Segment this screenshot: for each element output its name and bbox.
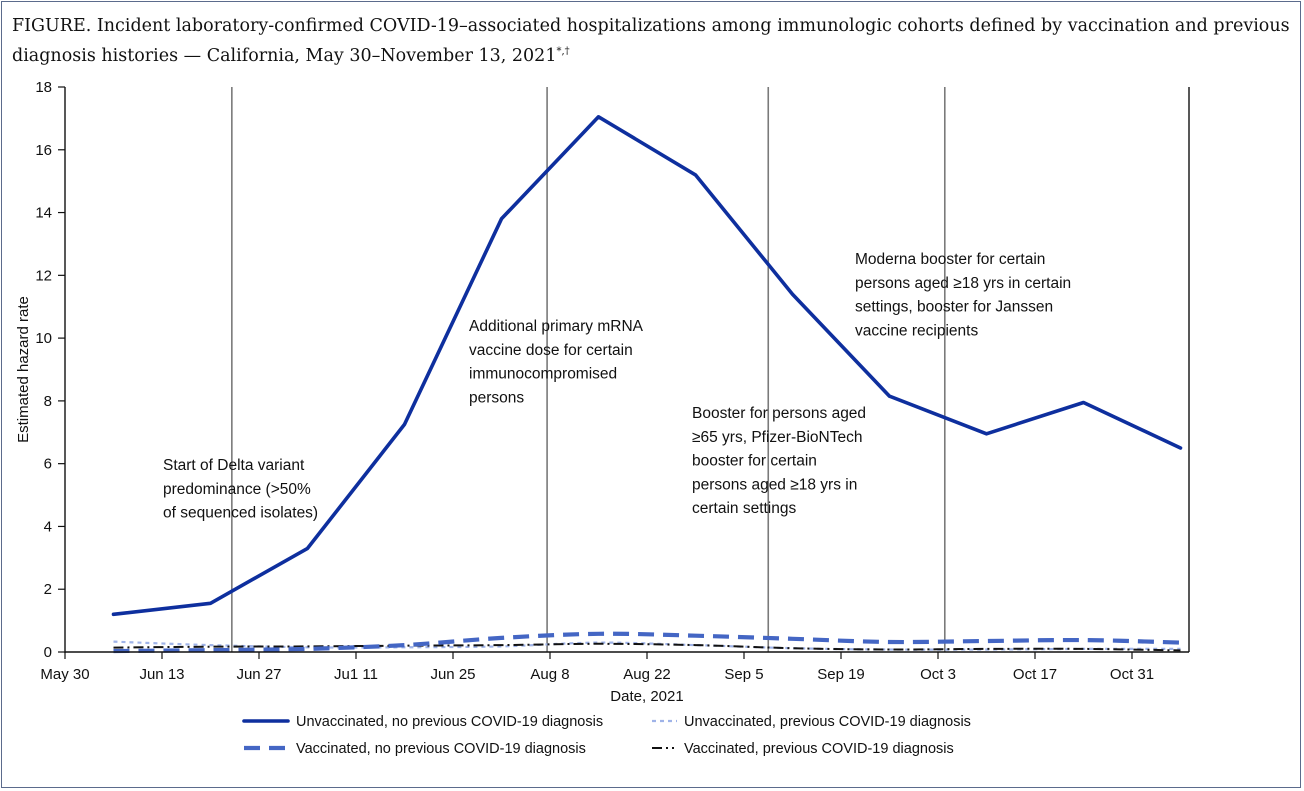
annotation-1-line: Start of Delta variant [163, 457, 305, 474]
y-tick-label: 4 [44, 518, 52, 535]
x-tick-label: Sep 5 [724, 666, 763, 683]
legend-label-4: Vaccinated, previous COVID-19 diagnosis [684, 741, 954, 757]
series-line-4 [113, 642, 1181, 652]
annotation-2-line: persons [469, 389, 524, 406]
reference-lines [231, 87, 946, 652]
annotation-2-line: immunocompromised [469, 366, 617, 383]
x-tick-label: Aug 22 [623, 666, 671, 683]
y-tick-label: 2 [44, 581, 52, 598]
y-tick-label: 12 [35, 267, 52, 284]
y-tick-label: 8 [44, 393, 52, 410]
figure-title-text: FIGURE. Incident laboratory-confirmed CO… [12, 16, 1290, 66]
y-tick-label: 16 [35, 142, 52, 159]
y-tick-label: 18 [35, 79, 52, 96]
y-tick-label: 0 [44, 644, 52, 661]
annotation-3-line: certain settings [692, 500, 796, 517]
annotation-1-line: of sequenced isolates) [163, 505, 318, 522]
series-lines [111, 115, 1183, 654]
y-axis-label: Estimated hazard rate [15, 296, 32, 443]
annotation-3-line: Booster for persons aged [692, 405, 866, 422]
x-tick-label: Oct 17 [1013, 666, 1057, 683]
figure-title-footnote-marks: *,† [556, 46, 570, 57]
legend-label-2: Unvaccinated, previous COVID-19 diagnosi… [684, 714, 971, 730]
series-line-3 [113, 631, 1181, 654]
annotation-1-line: predominance (>50% [163, 481, 311, 498]
y-tick-label: 10 [35, 330, 52, 347]
axes: 0 2 4 6 8 10 12 14 16 18 Estimated hazard rate May … [15, 79, 1190, 705]
x-tick-label: Aug 8 [530, 666, 569, 683]
x-tick-label: Sep 19 [817, 666, 865, 683]
x-tick-label: Jun 27 [236, 666, 281, 683]
annotation-4-line: persons aged ≥18 yrs in certain [855, 275, 1071, 292]
legend-label-1: Unvaccinated, no previous COVID-19 diagn… [296, 714, 603, 730]
annotation-2-line: Additional primary mRNA [469, 318, 644, 335]
figure-title: FIGURE. Incident laboratory-confirmed CO… [12, 14, 1297, 69]
annotation-3-line: persons aged ≥18 yrs in [692, 476, 857, 493]
legend: Unvaccinated, no previous COVID-19 diagn… [242, 714, 971, 757]
x-tick-label: Jun 13 [139, 666, 184, 683]
x-axis-label: Date, 2021 [610, 688, 683, 705]
annotation-4-line: vaccine recipients [855, 322, 978, 339]
y-tick-label: 14 [35, 205, 52, 222]
annotation-3-line: booster for certain [692, 453, 817, 470]
x-tick-label: Oct 31 [1110, 666, 1154, 683]
annotation-3-line: ≥65 yrs, Pfizer-BioNTech [692, 429, 862, 446]
annotation-4-line: Moderna booster for certain [855, 251, 1045, 268]
x-tick-label: May 30 [40, 666, 89, 683]
series-line-1 [111, 115, 1183, 617]
annotation-4-line: settings, booster for Janssen [855, 299, 1053, 316]
x-tick-label: Ju1 11 [334, 666, 378, 683]
annotations: Start of Delta variant predominance (>50%… [163, 251, 1071, 522]
x-tick-label: Oct 3 [920, 666, 956, 683]
x-tick-label: Jun 25 [430, 666, 475, 683]
annotation-2-line: vaccine dose for certain [469, 342, 633, 359]
legend-label-3: Vaccinated, no previous COVID-19 diagnos… [296, 741, 586, 757]
y-tick-label: 6 [44, 456, 52, 473]
